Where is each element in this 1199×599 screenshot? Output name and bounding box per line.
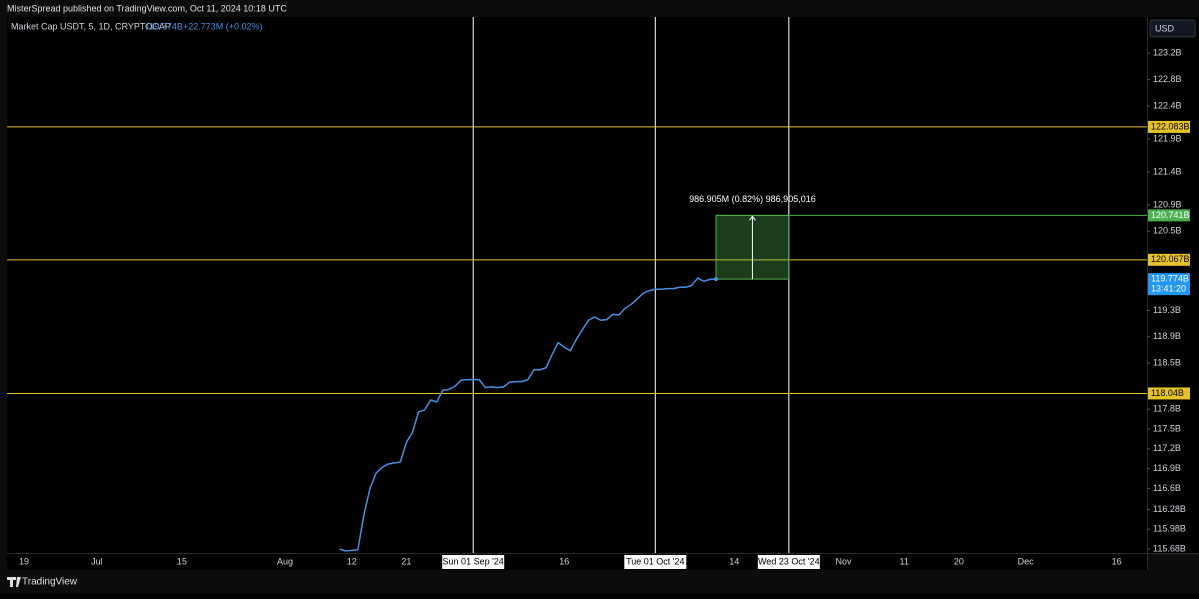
level-label: 118.04B <box>1151 388 1184 398</box>
y-tick-label: 120.5B <box>1153 226 1182 236</box>
y-tick-label: 119.3B <box>1153 305 1181 315</box>
x-tick-label: 21 <box>401 556 411 566</box>
level-label: 122.083B <box>1151 121 1190 131</box>
level-label-box <box>1148 387 1190 400</box>
x-tick-label: Tue 01 Oct '24 <box>626 556 684 566</box>
y-tick-label: 115.98B <box>1153 524 1186 534</box>
y-tick-label: 117.8B <box>1153 404 1181 414</box>
x-tick-label: 11 <box>900 556 909 566</box>
legend-value: 119.774B <box>145 21 183 31</box>
legend-name: Market Cap USDT, 5, 1D, CRYPTOCAP <box>11 21 171 31</box>
measure-label: 986.905M (0.82%) 986,905,016 <box>689 194 816 204</box>
level-label: 120.067B <box>1151 254 1190 264</box>
publisher: MisterSpread published on TradingView.co… <box>7 3 287 13</box>
x-tick-label: 20 <box>954 556 964 566</box>
target-label-box <box>1148 209 1190 222</box>
target-label: 120.741B <box>1151 210 1190 220</box>
x-tick-label: 12 <box>347 556 357 566</box>
logo <box>7 577 21 587</box>
y-tick-label: 120.9B <box>1153 199 1182 209</box>
y-tick-label: 121.9B <box>1153 133 1182 143</box>
y-tick-label: 115.68B <box>1153 543 1186 553</box>
y-tick-label: 118.9B <box>1153 331 1181 341</box>
y-tick-label: 116.6B <box>1153 483 1181 493</box>
x-tick-label: Sun 01 Sep '24 <box>443 556 504 566</box>
currency[interactable]: USD <box>1155 23 1175 33</box>
y-tick-label: 121.4B <box>1153 166 1182 176</box>
level-label-box <box>1148 120 1190 133</box>
x-tick-label: Nov <box>835 556 852 566</box>
legend-change: +22.773M (+0.02%) <box>183 21 263 31</box>
y-tick-label: 118.5B <box>1153 358 1181 368</box>
y-tick-label: 123.2B <box>1153 48 1182 58</box>
series-line <box>339 277 717 552</box>
x-tick-highlight <box>442 555 505 569</box>
y-tick-label: 122.4B <box>1153 100 1182 110</box>
measure-arrowhead <box>749 215 756 221</box>
x-tick-label: Dec <box>1018 556 1035 566</box>
x-tick-highlight <box>757 555 820 569</box>
y-tick-label: 117.2B <box>1153 443 1181 453</box>
x-tick-highlight <box>624 555 687 569</box>
x-tick-label: Aug <box>277 556 293 566</box>
y-tick-label: 116.9B <box>1153 463 1181 473</box>
level-label-box <box>1148 253 1190 266</box>
x-tick-label: Wed 23 Oct '24 <box>758 556 820 566</box>
y-tick-label: 122.8B <box>1153 74 1182 84</box>
plot-area <box>7 17 1147 553</box>
x-tick-label: 14 <box>729 556 739 566</box>
currency-button[interactable] <box>1149 19 1196 38</box>
time-axis <box>7 554 1147 570</box>
last-point <box>714 277 719 282</box>
y-tick-label: 116.28B <box>1153 504 1186 514</box>
y-tick-label: 117.5B <box>1153 423 1181 433</box>
x-tick-label: 19 <box>19 556 29 566</box>
last-price-box <box>1148 273 1190 296</box>
x-tick-label: 15 <box>177 556 187 566</box>
x-tick-label: 16 <box>1112 556 1122 566</box>
countdown: 13:41:20 <box>1151 284 1186 294</box>
x-tick-label: 16 <box>559 556 569 566</box>
x-tick-label: Jul <box>91 556 103 566</box>
last-price-label: 119.774B <box>1151 274 1189 284</box>
brand: TradingView <box>22 577 78 588</box>
